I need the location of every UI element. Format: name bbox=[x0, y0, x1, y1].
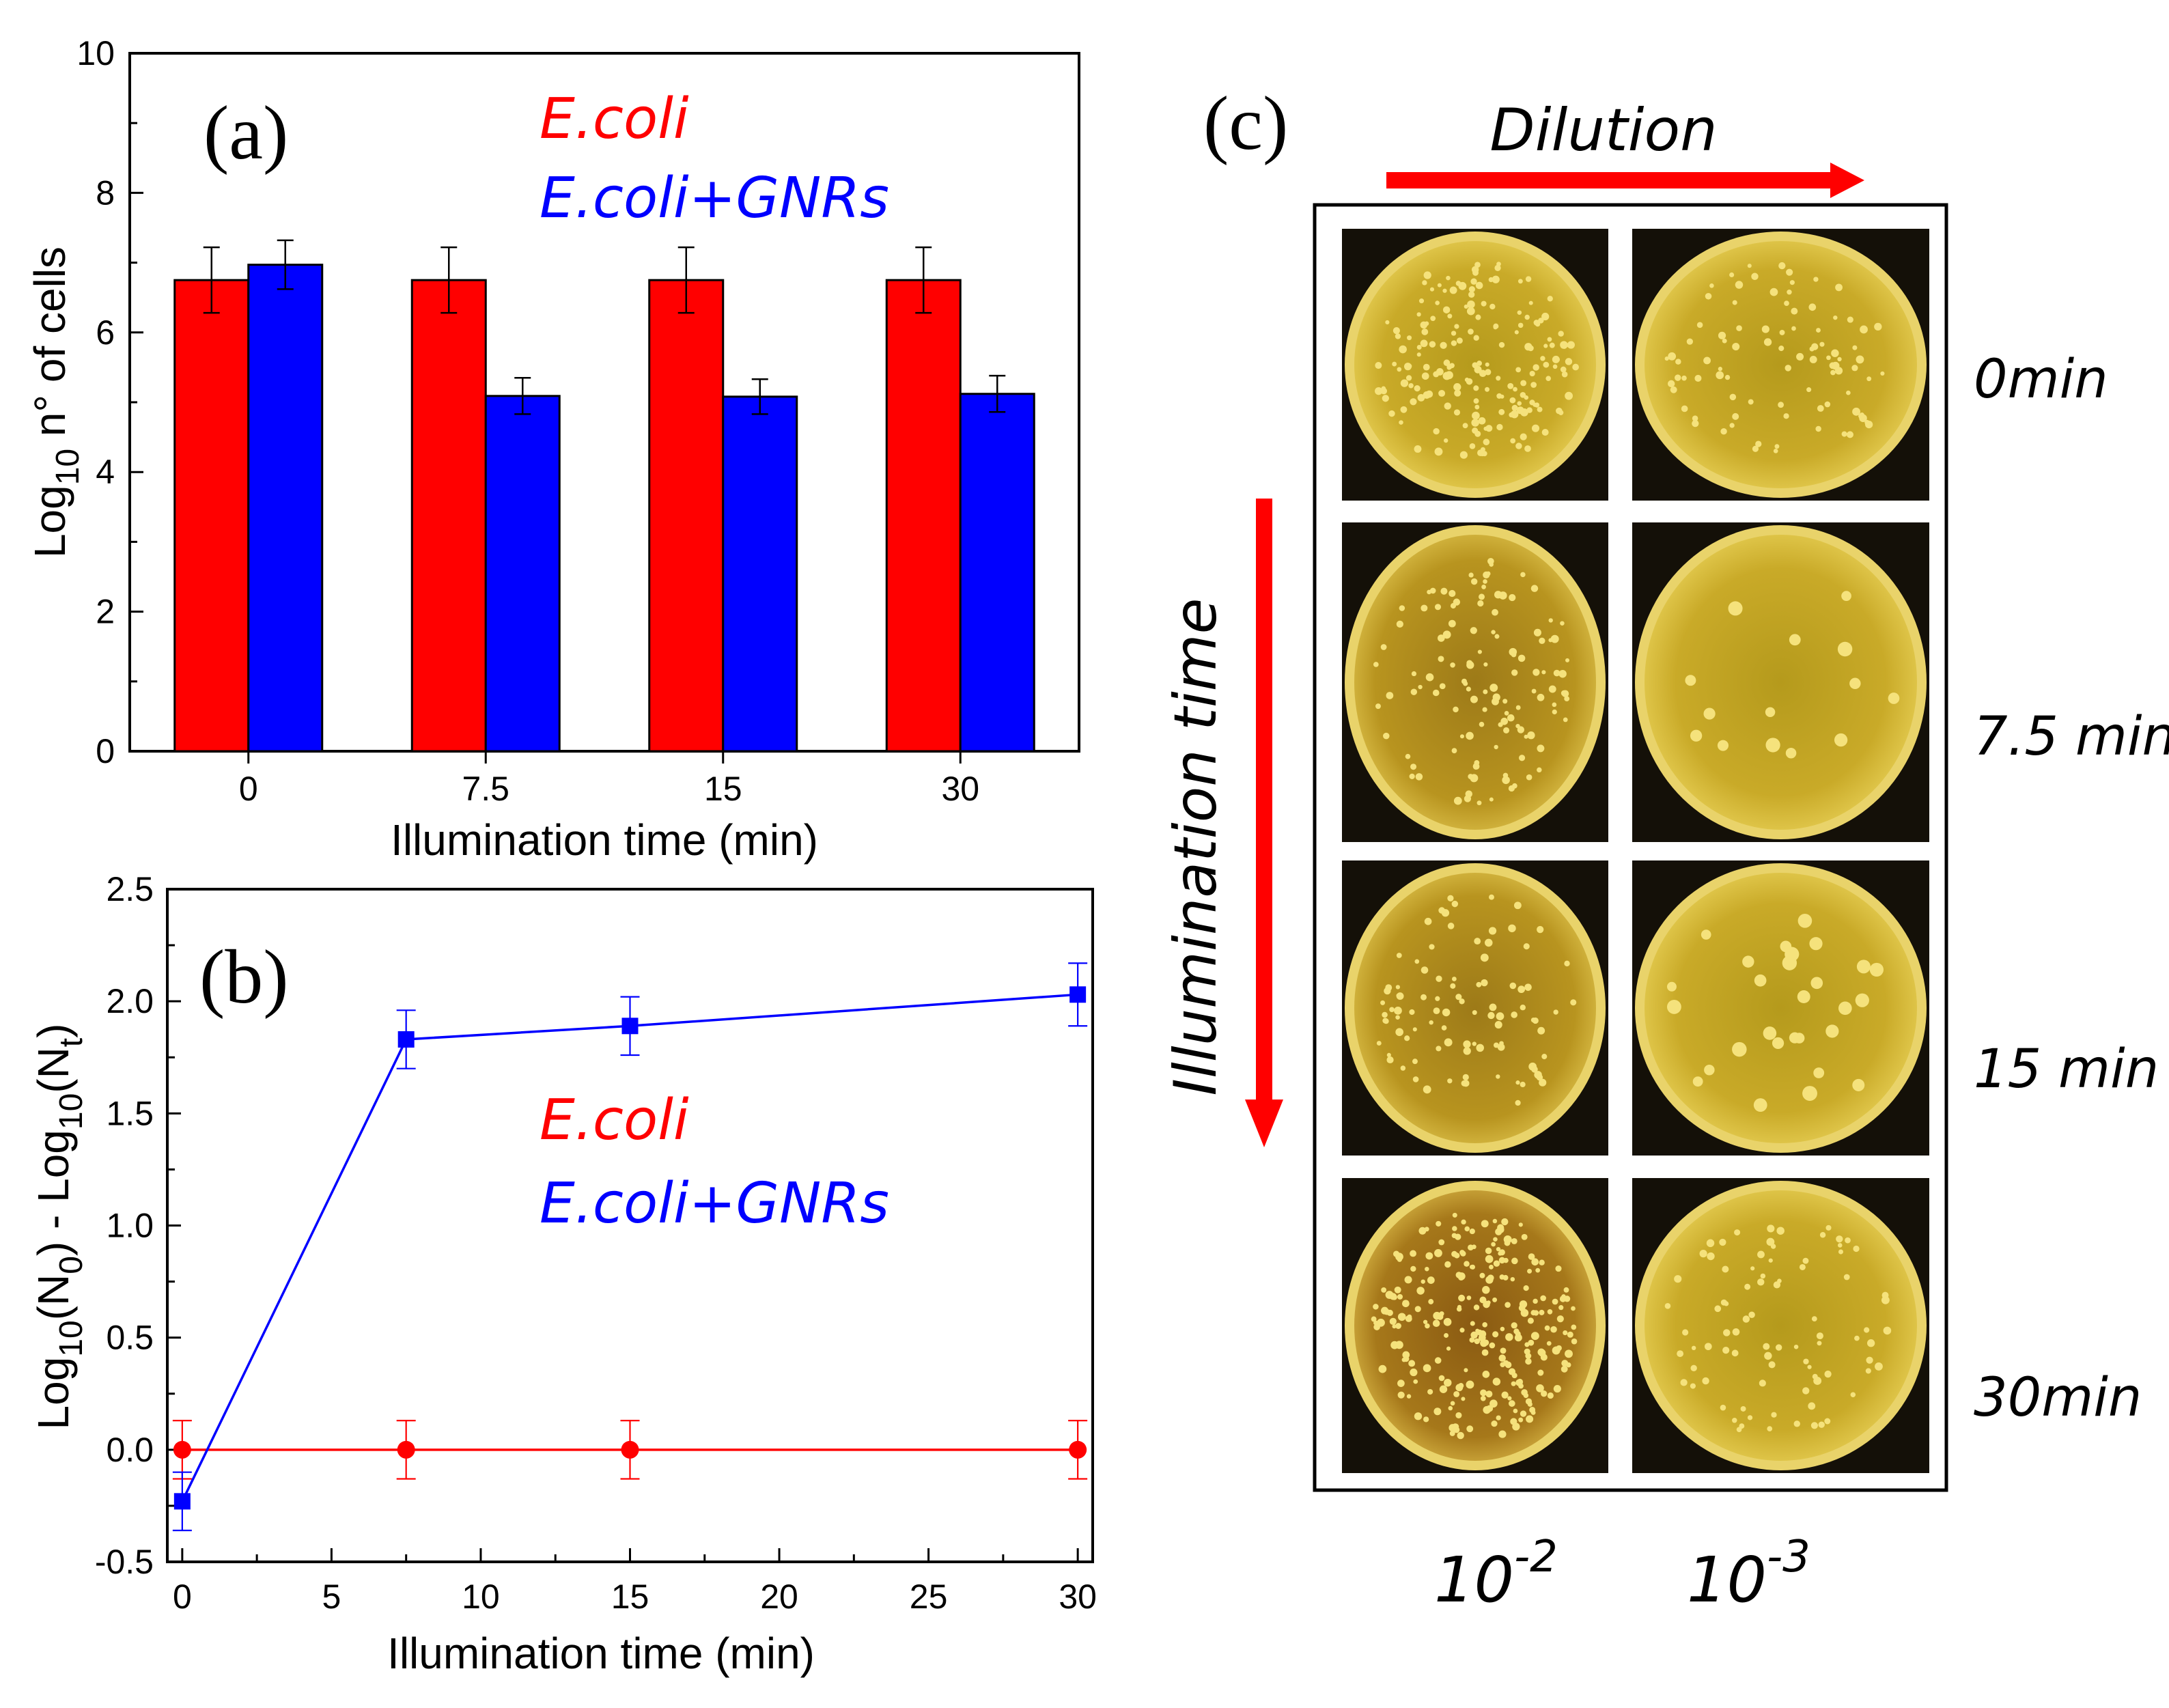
bar-ecoli-gnrs-30 bbox=[959, 393, 1035, 753]
y-tick-label: 0 bbox=[96, 732, 115, 770]
panel-a-legend-ecoli: E.coli bbox=[540, 87, 689, 152]
bar-ecoli-gnrs-0 bbox=[247, 264, 324, 753]
row-label: 7.5 min bbox=[1974, 706, 2169, 768]
x-tick-label: 10 bbox=[462, 1578, 500, 1616]
row-labels: 0min 7.5 min 15 min 30min bbox=[1974, 349, 2169, 1429]
bar-ecoli-gnrs-15 bbox=[722, 395, 798, 753]
panel-a-label: (a) bbox=[204, 91, 288, 176]
x-tick-label: 15 bbox=[611, 1578, 649, 1616]
panel-a-bars bbox=[173, 264, 1035, 753]
bar-ecoli-gnrs-7.5 bbox=[484, 395, 561, 753]
panel-b-x-axis-label: Illumination time (min) bbox=[387, 1629, 815, 1678]
row-label: 30min bbox=[1974, 1367, 2142, 1429]
y-tick-label: 2 bbox=[96, 593, 115, 631]
petri-dish-0min-col2 bbox=[1632, 229, 1929, 501]
y-tick-label: 8 bbox=[96, 173, 115, 212]
dilution-arrow bbox=[1386, 163, 1864, 198]
point-ecoli-7.5 bbox=[397, 1440, 415, 1459]
error-bar-ecoli-gnrs-15 bbox=[751, 378, 768, 415]
y-tick-label: 0.0 bbox=[106, 1431, 154, 1469]
bar-ecoli-15 bbox=[648, 279, 725, 753]
panel-a: 0 2 4 6 8 10 0 7.5 15 30 Illumination time (min)… bbox=[25, 34, 1080, 865]
error-bar-ecoli-7.5 bbox=[440, 246, 458, 314]
error-bar-ecoli-gnrs-0 bbox=[277, 239, 294, 290]
panel-a-x-axis-label: Illumination time (min) bbox=[391, 815, 818, 865]
panel-a-x-ticks: 0 7.5 15 30 bbox=[239, 751, 979, 808]
panel-b-legend-ecoli: E.coli bbox=[540, 1088, 689, 1153]
row-label: 0min bbox=[1974, 349, 2108, 410]
bar-ecoli-0 bbox=[173, 279, 250, 753]
petri-dish-30min-col1 bbox=[1342, 1178, 1608, 1473]
point-ecoli-gnrs-7.5 bbox=[397, 1031, 415, 1048]
y-tick-label: 6 bbox=[96, 313, 115, 352]
point-ecoli-30 bbox=[1069, 1440, 1087, 1459]
panel-b: -0.5 0.0 0.5 1.0 1.5 2.0 2.5 0 5 10 15 20 25 30 Illu… bbox=[29, 870, 1097, 1678]
error-bar-ecoli-15 bbox=[677, 246, 695, 314]
panel-a-y-ticks: 0 2 4 6 8 10 bbox=[76, 34, 143, 770]
panel-b-x-ticks: 0 5 10 15 20 25 30 bbox=[173, 1548, 1097, 1616]
x-tick-label: 0 bbox=[173, 1578, 192, 1616]
panel-b-series bbox=[172, 962, 1088, 1532]
panel-c-label: (c) bbox=[1203, 81, 1288, 166]
panel-b-legend-ecoli-gnrs: E.coli+GNRs bbox=[540, 1171, 889, 1236]
panel-b-label: (b) bbox=[199, 935, 289, 1020]
x-tick-label: 30 bbox=[1059, 1578, 1097, 1616]
panel-a-y-axis-label: Log10 n° of cells bbox=[25, 247, 86, 558]
row-label: 15 min bbox=[1974, 1039, 2159, 1100]
line-ecoli-gnrs bbox=[181, 993, 1078, 1502]
x-tick-label: 7.5 bbox=[462, 770, 509, 808]
column-label: 10-3 bbox=[1687, 1532, 1810, 1616]
petri-dish-0min-col1 bbox=[1342, 229, 1608, 501]
x-tick-label: 25 bbox=[910, 1578, 948, 1616]
y-tick-label: 10 bbox=[76, 34, 115, 72]
y-tick-label: 4 bbox=[96, 453, 115, 491]
panel-b-y-ticks: -0.5 0.0 0.5 1.0 1.5 2.0 2.5 bbox=[95, 870, 181, 1581]
petri-dish-7.5min-col1 bbox=[1342, 522, 1608, 842]
point-ecoli-gnrs-30 bbox=[1069, 986, 1087, 1003]
column-labels: 10-2 10-3 bbox=[1434, 1532, 1810, 1616]
error-bar-ecoli-0 bbox=[203, 246, 220, 314]
point-ecoli-15 bbox=[621, 1440, 639, 1459]
x-tick-label: 30 bbox=[941, 770, 979, 808]
y-tick-label: 1.0 bbox=[106, 1207, 154, 1245]
illumination-time-label: Illumination time bbox=[1162, 598, 1230, 1096]
x-tick-label: 20 bbox=[760, 1578, 798, 1616]
petri-dish-15min-col1 bbox=[1342, 860, 1608, 1156]
error-bar-ecoli-gnrs-30 bbox=[989, 374, 1006, 413]
x-tick-label: 5 bbox=[322, 1578, 341, 1616]
point-ecoli-gnrs-0 bbox=[173, 1493, 191, 1510]
point-ecoli-gnrs-15 bbox=[621, 1018, 639, 1035]
y-tick-label: 1.5 bbox=[106, 1094, 154, 1132]
point-ecoli-0 bbox=[173, 1440, 191, 1459]
x-tick-label: 0 bbox=[239, 770, 258, 808]
panel-a-legend-ecoli-gnrs: E.coli+GNRs bbox=[540, 166, 889, 231]
petri-dish-grid bbox=[1342, 229, 1929, 1473]
illumination-arrow bbox=[1245, 499, 1283, 1147]
y-tick-label: 2.0 bbox=[106, 982, 154, 1020]
x-tick-label: 15 bbox=[704, 770, 742, 808]
dilution-label: Dilution bbox=[1489, 96, 1717, 165]
y-tick-label: 2.5 bbox=[106, 870, 154, 908]
panel-a-error-bars bbox=[203, 239, 1006, 415]
error-bar-ecoli-gnrs-7.5 bbox=[514, 376, 531, 415]
panel-c: (c) Dilution Illumination time 0min 7.5 m… bbox=[1162, 81, 2169, 1616]
column-label: 10-2 bbox=[1434, 1532, 1558, 1616]
bar-ecoli-7.5 bbox=[410, 279, 487, 753]
petri-dish-7.5min-col2 bbox=[1632, 522, 1929, 842]
y-tick-label: -0.5 bbox=[95, 1543, 154, 1581]
y-tick-label: 0.5 bbox=[106, 1319, 154, 1357]
error-bar-ecoli-30 bbox=[915, 246, 932, 314]
petri-dish-30min-col2 bbox=[1632, 1178, 1929, 1473]
bar-ecoli-30 bbox=[885, 279, 962, 753]
panel-b-y-axis-label: Log10(N0) - Log10(Nt) bbox=[29, 1024, 89, 1430]
petri-dish-15min-col2 bbox=[1632, 860, 1929, 1156]
